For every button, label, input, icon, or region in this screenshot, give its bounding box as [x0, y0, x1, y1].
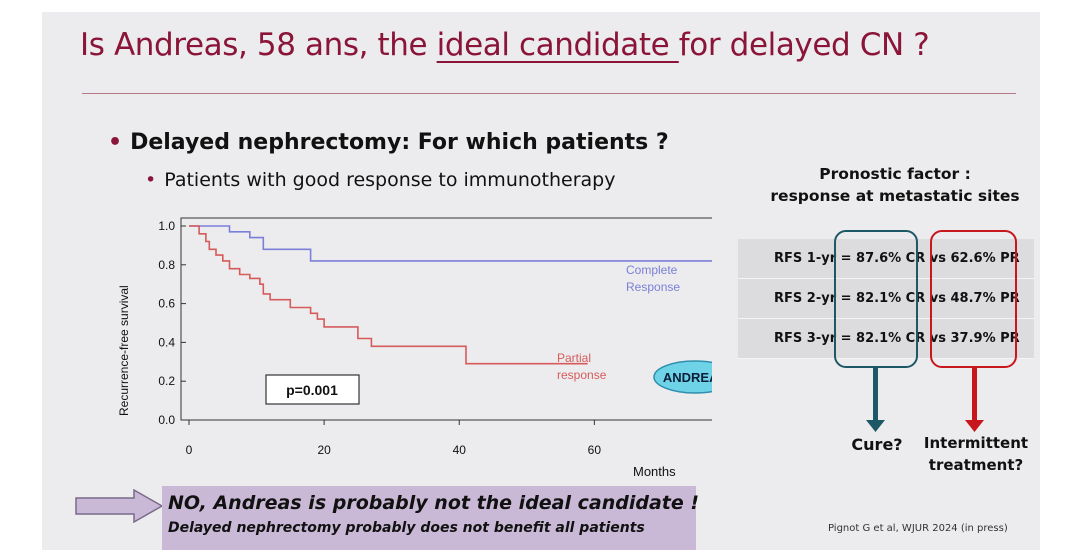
intermittent-label: Intermittent treatment? [916, 432, 1036, 476]
y-tick-label: 0.2 [158, 374, 175, 388]
title-start: Is Andreas, 58 ans, the [80, 27, 437, 63]
legend-partial-response-line1: Partial [557, 351, 591, 365]
slide: Is Andreas, 58 ans, the ideal candidate … [42, 12, 1040, 550]
chart-series [189, 225, 712, 365]
citation: Pignot G et al, WJUR 2024 (in press) [828, 523, 1008, 534]
outcome-arrows [866, 366, 984, 432]
series-complete-response [189, 225, 712, 262]
conclusion-main: NO, Andreas is probably not the ideal ca… [168, 492, 700, 514]
series-partial-response [189, 225, 588, 365]
title-divider [82, 93, 1016, 94]
x-tick-label: 0 [186, 443, 193, 457]
x-axis-label: Months [633, 464, 676, 479]
legend-complete-response-line2: Response [626, 280, 680, 294]
andreas-label: ANDREAS [663, 370, 712, 385]
p-value-text: p=0.001 [286, 382, 338, 398]
bullet-dot-icon: • [108, 130, 123, 155]
conclusion-box: NO, Andreas is probably not the ideal ca… [162, 486, 700, 550]
title-underlined-phrase: ideal candidate [436, 27, 679, 63]
down-arrow-intermittent-icon [965, 366, 984, 432]
y-tick-label: 0.6 [158, 297, 175, 311]
bullet-dot-icon: • [145, 169, 157, 191]
prognostic-heading: Pronostic factor : response at metastati… [762, 163, 1028, 207]
y-axis-label: Recurrence-free survival [117, 285, 131, 416]
legend-complete-response-line1: Complete [626, 263, 678, 277]
x-tick-label: 20 [317, 443, 331, 457]
prognostic-heading-line2: response at metastatic sites [770, 187, 1020, 205]
plot-frame [180, 217, 712, 421]
rfs-table: RFS 1-yr = 87.6% CR vs 62.6% PR RFS 2-yr… [738, 239, 1034, 359]
y-tick-label: 0.4 [158, 335, 175, 349]
bullet-2-text: Patients with good response to immunothe… [164, 169, 616, 191]
cure-label: Cure? [851, 435, 903, 454]
km-survival-chart: 0.00.20.40.60.81.0020406080 Recurrence-f… [117, 217, 712, 479]
rfs-row-3yr: RFS 3-yr = 82.1% CR vs 37.9% PR [738, 319, 1034, 359]
slide-title: Is Andreas, 58 ans, the ideal candidate … [80, 27, 1020, 63]
cr-highlight-box [834, 230, 918, 368]
x-tick-label: 40 [453, 443, 467, 457]
y-tick-label: 1.0 [158, 219, 175, 233]
bullet-1-text: Delayed nephrectomy: For which patients … [130, 130, 669, 155]
conclusion-sub: Delayed nephrectomy probably does not be… [168, 520, 645, 536]
x-tick-label: 60 [588, 443, 602, 457]
prognostic-heading-line1: Pronostic factor : [819, 165, 971, 183]
andreas-ellipse [653, 360, 712, 394]
chart-axes: 0.00.20.40.60.81.0020406080 [158, 217, 712, 457]
intermittent-label-line2: treatment? [928, 456, 1024, 474]
bullet-level-1: • Delayed nephrectomy: For which patients… [108, 130, 669, 155]
pr-highlight-box [930, 230, 1017, 368]
down-arrow-cure-icon [866, 366, 885, 432]
right-arrow-icon [75, 488, 164, 524]
p-value-box [265, 374, 360, 405]
y-tick-label: 0.0 [158, 413, 175, 427]
bullet-level-2: • Patients with good response to immunoth… [145, 169, 615, 191]
title-end: for delayed CN ? [678, 27, 930, 63]
intermittent-label-line1: Intermittent [923, 434, 1029, 452]
y-tick-label: 0.8 [158, 258, 175, 272]
legend-partial-response-line2: response [557, 368, 607, 382]
